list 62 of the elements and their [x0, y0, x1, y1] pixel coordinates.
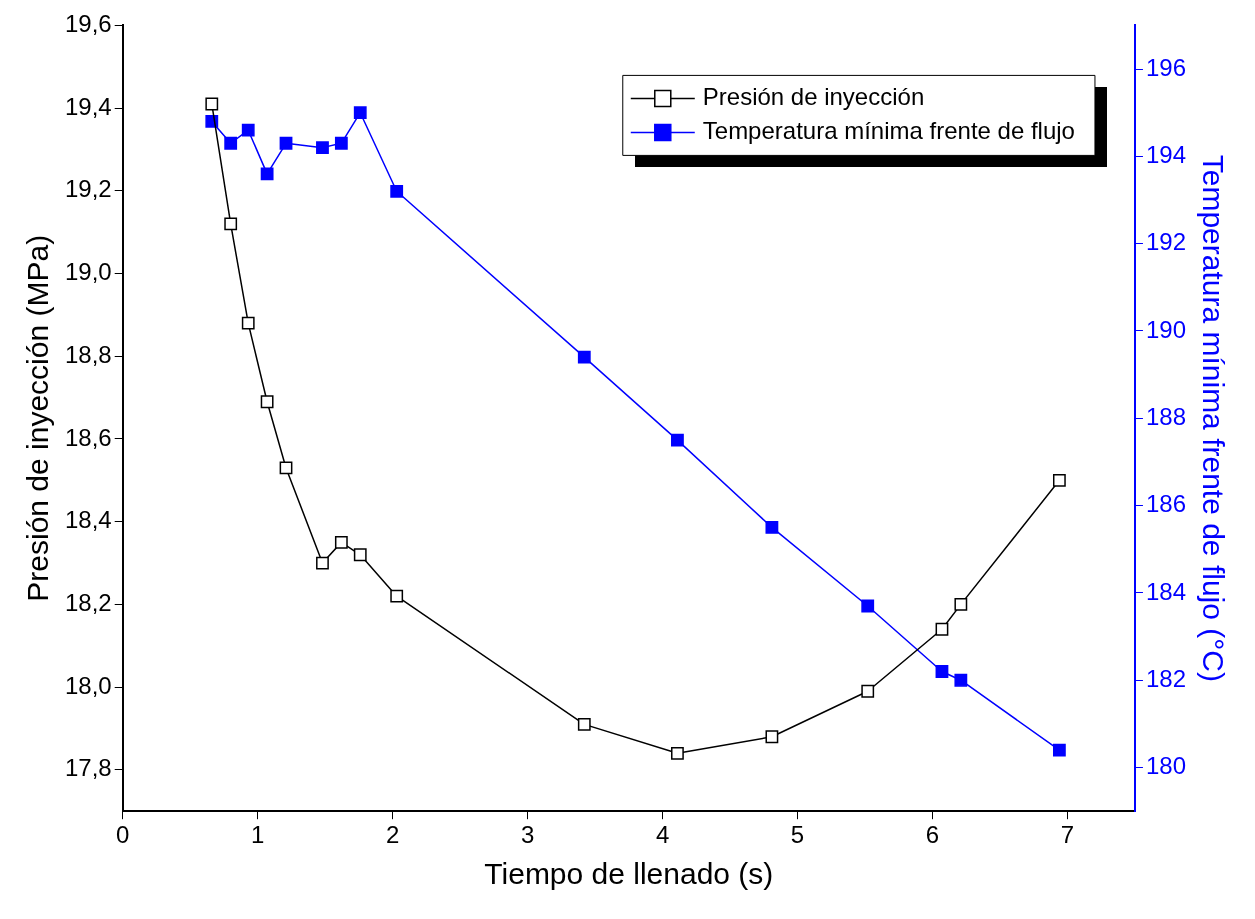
- x-tick-label: 7: [1060, 821, 1075, 849]
- point: [316, 556, 329, 570]
- point: [1052, 743, 1066, 757]
- point: [577, 717, 591, 731]
- x-tick-label: 1: [251, 821, 265, 849]
- point: [577, 350, 591, 364]
- point: [334, 535, 348, 549]
- point: [765, 730, 779, 744]
- y-tick-label: 18,4: [64, 506, 112, 534]
- y2-tick-label: 184: [1145, 577, 1186, 605]
- point: [935, 665, 949, 678]
- y2-tick-label: 182: [1145, 664, 1186, 692]
- y-tick-label: 18,2: [64, 589, 112, 617]
- point: [861, 684, 875, 698]
- y-tick-label: 19,4: [64, 92, 112, 120]
- point: [241, 316, 255, 330]
- point: [390, 589, 404, 603]
- y2-tick-label: 186: [1145, 490, 1186, 518]
- point: [224, 136, 238, 150]
- point: [205, 97, 219, 111]
- y-tick-label: 18,0: [64, 671, 112, 699]
- y-tick-label: 18,8: [64, 340, 112, 368]
- x-axis-title: Tiempo de llenado (s): [484, 857, 774, 891]
- legend-label: Presión de inyección: [702, 83, 925, 111]
- point: [954, 673, 968, 687]
- point: [241, 123, 255, 137]
- point: [671, 746, 684, 760]
- y-tick-label: 19,6: [64, 10, 112, 38]
- point: [334, 136, 348, 150]
- y-tick-label: 19,2: [64, 175, 112, 203]
- point: [671, 433, 684, 447]
- point: [861, 599, 875, 613]
- y2-tick-label: 194: [1145, 140, 1186, 168]
- point: [260, 167, 274, 181]
- x-tick-label: 2: [385, 821, 400, 849]
- x-tick-label: 5: [790, 821, 805, 849]
- y-tick-label: 17,8: [64, 754, 112, 782]
- y2-tick-label: 196: [1145, 53, 1186, 81]
- legend-label: Temperatura mínima frente de flujo: [702, 117, 1075, 145]
- point: [279, 136, 293, 150]
- point: [765, 521, 779, 534]
- y2-tick-label: 188: [1145, 402, 1186, 430]
- point: [390, 184, 404, 198]
- point: [224, 217, 238, 231]
- x-tick-label: 6: [925, 821, 940, 849]
- x-tick-label: 0: [116, 821, 130, 849]
- y2-tick-label: 192: [1145, 228, 1186, 256]
- point: [1052, 473, 1066, 487]
- x-tick-label: 3: [520, 821, 535, 849]
- point: [260, 395, 274, 409]
- y-tick-label: 18,6: [64, 423, 112, 451]
- point: [353, 106, 367, 120]
- point: [353, 548, 367, 562]
- y2-tick-label: 190: [1145, 315, 1186, 343]
- point: [935, 622, 949, 636]
- x-tick-label: 4: [655, 821, 670, 849]
- y-tick-label: 19,0: [64, 258, 112, 286]
- y2-tick-label: 180: [1145, 752, 1186, 780]
- y2-axis-title: Temperatura mínima frente de flujo (°C): [1196, 154, 1230, 682]
- point: [316, 141, 329, 155]
- point: [954, 598, 968, 611]
- y-axis-title: Presión de inyección (MPa): [21, 234, 55, 602]
